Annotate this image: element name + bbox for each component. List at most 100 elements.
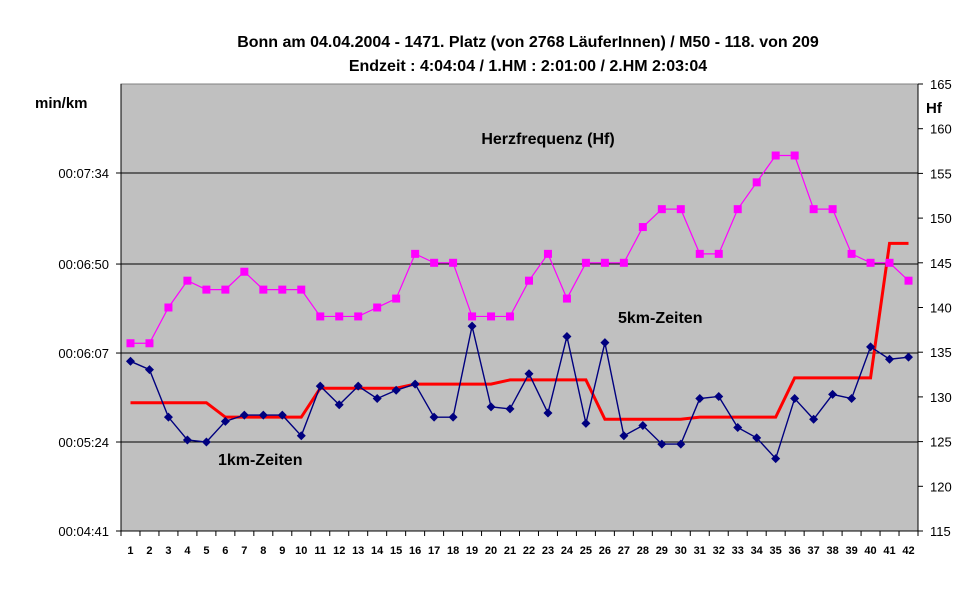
y2-tick-label: 130 [930, 390, 952, 405]
y-tick-label: 00:06:50 [58, 257, 109, 272]
data-point [714, 249, 723, 258]
data-point [297, 285, 306, 294]
x-tick-label: 20 [485, 545, 497, 557]
data-point [524, 369, 534, 379]
data-point [790, 394, 800, 404]
data-point [847, 249, 856, 258]
data-point [125, 356, 135, 366]
data-point [239, 410, 249, 420]
data-point [202, 285, 211, 294]
data-point [581, 418, 591, 428]
data-point [220, 416, 230, 426]
data-point [429, 412, 439, 422]
series-2 [126, 151, 913, 348]
y2-axis-ticks: 115 120 125 130 135 140 145 150 155 160 165 [918, 77, 952, 539]
data-point [354, 312, 363, 321]
x-tick-label: 25 [580, 545, 592, 557]
x-tick-label: 3 [165, 545, 171, 557]
data-point [676, 439, 686, 449]
x-tick-label: 12 [333, 545, 345, 557]
data-point [506, 312, 515, 321]
chart-subtitle: Endzeit : 4:04:04 / 1.HM : 2:01:00 / 2.H… [349, 58, 707, 75]
data-point [790, 151, 799, 160]
chart-title: Bonn am 04.04.2004 - 1471. Platz (von 27… [237, 34, 819, 51]
data-point [752, 178, 761, 187]
data-point [543, 408, 553, 418]
data-point [828, 389, 838, 399]
series-line [130, 241, 909, 421]
series-layer [125, 151, 914, 464]
data-point [201, 437, 211, 447]
series-1 [125, 321, 914, 464]
data-point [448, 412, 458, 422]
x-tick-label: 6 [222, 545, 228, 557]
data-point [221, 285, 230, 294]
x-tick-label: 26 [599, 545, 611, 557]
y2-tick-label: 120 [930, 479, 952, 494]
x-tick-label: 39 [845, 545, 857, 557]
data-point [885, 258, 894, 267]
data-point [562, 331, 572, 341]
data-point [468, 312, 477, 321]
x-tick-label: 13 [352, 545, 364, 557]
data-point [392, 294, 401, 303]
data-point [866, 258, 875, 267]
x-tick-label: 10 [295, 545, 307, 557]
y2-tick-label: 140 [930, 301, 952, 316]
data-point [316, 312, 325, 321]
data-point [258, 410, 268, 420]
y2-tick-label: 145 [930, 256, 952, 271]
x-tick-label: 8 [260, 545, 266, 557]
data-point [581, 258, 590, 267]
annotation-5km-times: 5km-Zeiten [618, 310, 702, 327]
data-point [562, 294, 571, 303]
y2-tick-label: 150 [930, 211, 952, 226]
data-point [543, 249, 552, 258]
data-point [334, 400, 344, 410]
x-tick-label: 22 [523, 545, 535, 557]
data-point [163, 412, 173, 422]
x-tick-label: 40 [864, 545, 876, 557]
x-tick-label: 42 [902, 545, 914, 557]
x-tick-label: 15 [390, 545, 402, 557]
y2-tick-label: 160 [930, 122, 952, 137]
data-point [430, 258, 439, 267]
data-point [411, 249, 420, 258]
x-tick-label: 4 [184, 545, 191, 557]
y-tick-label: 00:06:07 [58, 346, 109, 361]
data-point [335, 312, 344, 321]
x-tick-label: 9 [279, 545, 285, 557]
data-point [259, 285, 268, 294]
x-tick-label: 7 [241, 545, 247, 557]
data-point [372, 394, 382, 404]
data-point [600, 338, 610, 348]
x-tick-label: 24 [561, 545, 574, 557]
x-tick-label: 23 [542, 545, 554, 557]
x-tick-label: 33 [732, 545, 744, 557]
x-tick-label: 18 [447, 545, 459, 557]
data-point [145, 339, 154, 348]
x-tick-label: 5 [203, 545, 209, 557]
x-tick-label: 27 [618, 545, 630, 557]
data-point [467, 321, 477, 331]
data-point [353, 381, 363, 391]
data-point [278, 285, 287, 294]
data-point [315, 381, 325, 391]
data-point [600, 258, 609, 267]
data-point [619, 258, 628, 267]
x-tick-label: 1 [127, 545, 133, 557]
y2-tick-label: 115 [930, 524, 951, 539]
data-point [638, 223, 647, 232]
y-tick-label: 00:05:24 [58, 435, 109, 450]
data-point [733, 423, 743, 433]
data-point [296, 431, 306, 441]
x-tick-label: 21 [504, 545, 516, 557]
data-point [904, 276, 913, 285]
data-point [904, 352, 914, 362]
x-tick-label: 17 [428, 545, 440, 557]
x-tick-label: 30 [675, 545, 687, 557]
data-point [657, 205, 666, 214]
data-point [657, 439, 667, 449]
x-tick-label: 16 [409, 545, 421, 557]
